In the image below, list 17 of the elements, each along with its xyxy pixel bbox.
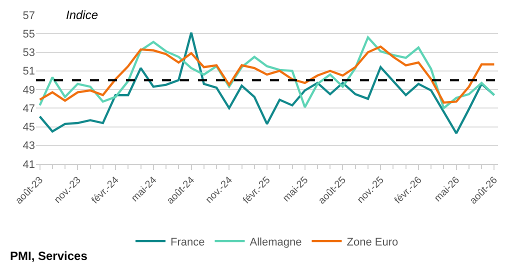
y-tick-label: 41 bbox=[22, 158, 35, 171]
legend-label: France bbox=[170, 236, 205, 248]
y-tick-label: 53 bbox=[22, 47, 35, 60]
text: PMI, Services bbox=[10, 249, 88, 263]
annotation: Indice bbox=[66, 8, 98, 22]
y-tick-label: 55 bbox=[22, 28, 35, 40]
line-series bbox=[38, 32, 496, 134]
y-tick-label: 45 bbox=[22, 122, 35, 134]
legend-label: Zone Euro bbox=[346, 236, 398, 248]
line-series bbox=[38, 46, 496, 104]
legend-label: Allemagne bbox=[250, 236, 302, 248]
y-tick-label: 51 bbox=[22, 66, 35, 78]
y-tick-label: 43 bbox=[22, 140, 35, 152]
y-tick-label: 49 bbox=[22, 84, 35, 96]
y-tick-label: 57 bbox=[22, 10, 35, 22]
y-tick-label: 47 bbox=[22, 102, 35, 115]
line-series bbox=[38, 36, 496, 110]
